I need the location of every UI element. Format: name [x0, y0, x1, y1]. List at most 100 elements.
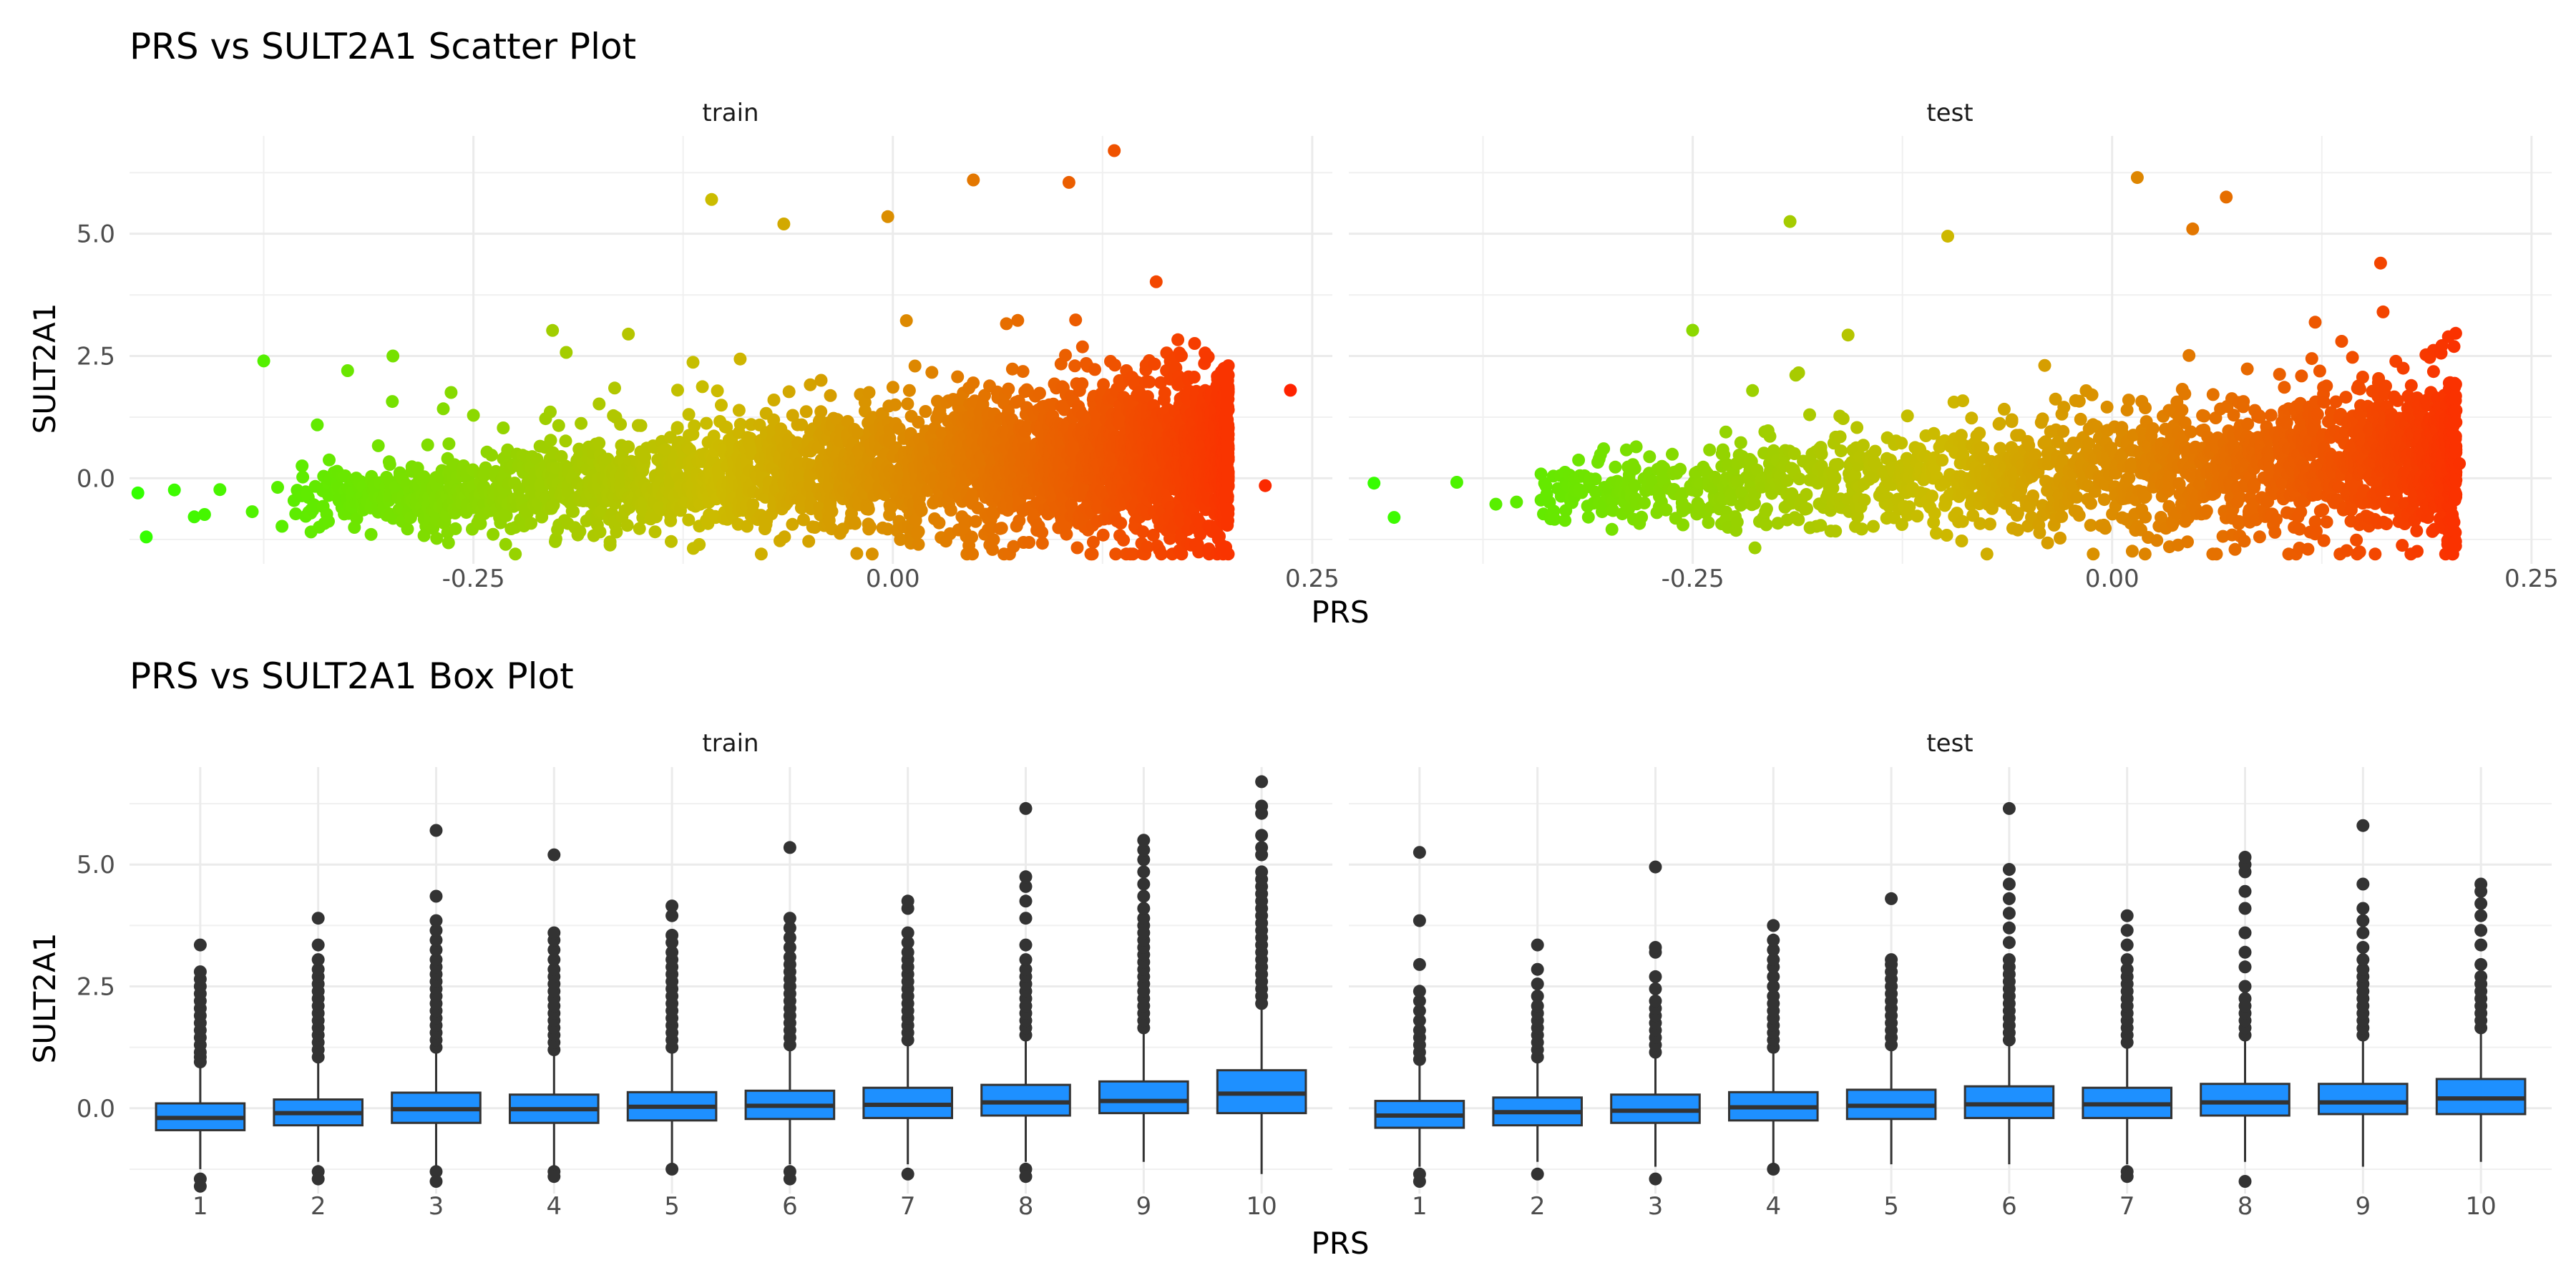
scatter-point	[525, 517, 538, 530]
scatter-point	[2175, 404, 2189, 417]
scatter-point	[1075, 340, 1089, 353]
scatter-point	[1069, 313, 1083, 327]
scatter-point	[1717, 448, 1731, 462]
scatter-point	[1117, 533, 1131, 547]
scatter-point	[1013, 514, 1026, 527]
scatter-point	[1146, 528, 1160, 542]
scatter-point	[1143, 375, 1156, 389]
scatter-point	[732, 404, 746, 417]
scatter-point	[2268, 525, 2282, 539]
scatter-point	[2057, 424, 2070, 438]
scatter-point	[322, 514, 335, 528]
scatter-point	[2308, 316, 2322, 329]
scatter-point	[1936, 454, 1949, 467]
scatter-point	[546, 323, 560, 337]
scatter-point	[693, 538, 706, 551]
scatter-point	[1703, 443, 1717, 457]
scatter-point	[1643, 450, 1657, 464]
scatter-point	[2150, 534, 2164, 547]
scatter-point	[213, 483, 227, 497]
scatter-point	[1188, 337, 1201, 350]
scatter-point	[1108, 144, 1121, 157]
scatter-point	[1800, 502, 1813, 515]
scatter-point	[705, 192, 718, 206]
scatter-point	[1767, 444, 1780, 457]
scatter-point	[341, 364, 354, 377]
scatter-point	[878, 488, 892, 502]
scatter-point	[1686, 323, 1699, 337]
scatter-point	[1973, 426, 1986, 440]
scatter-point	[967, 376, 980, 390]
scatter-point	[140, 530, 153, 544]
scatter-point	[547, 498, 560, 512]
scatter-point	[1803, 408, 1816, 421]
scatter-point	[1993, 416, 2006, 430]
scatter-point	[1136, 525, 1150, 539]
scatter-point	[825, 504, 839, 518]
scatter-point	[1792, 513, 1805, 527]
scatter-point	[1221, 369, 1235, 382]
scatter-point	[197, 508, 211, 521]
scatter-point	[932, 516, 946, 530]
scatter-point	[436, 402, 450, 416]
scatter-point	[296, 470, 310, 484]
scatter-point	[912, 416, 925, 429]
scatter-point	[509, 547, 522, 561]
scatter-point	[1926, 489, 1938, 503]
scatter-point	[271, 481, 284, 494]
scatter-point	[671, 384, 684, 397]
scatter-point	[696, 380, 709, 394]
scatter-point	[386, 395, 399, 409]
scatter-point	[1005, 362, 1019, 376]
scatter-point	[1221, 442, 1235, 456]
scatter-point	[2295, 369, 2308, 383]
scatter-point	[978, 389, 991, 402]
scatter-point	[814, 374, 828, 387]
scatter-point	[1763, 429, 1777, 443]
scatter-point	[1221, 470, 1235, 483]
scatter-point	[430, 532, 444, 545]
scatter-point	[592, 397, 606, 411]
scatter-point	[275, 519, 289, 533]
scatter-point	[741, 519, 753, 533]
scatter-point	[1956, 394, 1969, 408]
scatter-point	[670, 421, 684, 434]
scatter-point	[1114, 517, 1128, 530]
scatter-point	[1011, 313, 1025, 327]
scatter-point	[1175, 547, 1189, 561]
scatter-point	[1548, 512, 1561, 526]
scatter-point	[1035, 537, 1049, 550]
scatter-point	[700, 416, 713, 430]
scatter-point	[1450, 476, 1463, 489]
scatter-point	[2240, 362, 2254, 376]
scatter-point	[2084, 497, 2097, 510]
scatter-point	[2139, 510, 2152, 524]
scatter-point	[777, 218, 791, 230]
scatter-point	[2316, 503, 2330, 517]
scatter-point	[1724, 487, 1738, 500]
scatter-point	[2301, 542, 2315, 556]
scatter-point	[1126, 547, 1140, 561]
scatter-point	[1489, 497, 1503, 511]
scatter-point	[648, 525, 662, 539]
scatter-point	[797, 513, 810, 527]
scatter-point	[2197, 409, 2211, 423]
scatter-point	[2184, 425, 2197, 439]
scatter-point	[485, 449, 498, 462]
scatter-point	[935, 426, 949, 440]
scatter-point	[1086, 535, 1100, 549]
scatter-point	[2072, 509, 2086, 522]
scatter-point	[901, 397, 914, 411]
scatter-point	[1927, 426, 1941, 440]
scatter-point	[1002, 382, 1015, 396]
scatter-x-tick-label: 0.00	[2085, 565, 2140, 593]
scatter-point	[881, 522, 894, 536]
scatter-point	[782, 385, 796, 399]
scatter-point	[2186, 222, 2200, 235]
scatter-point	[1033, 386, 1046, 400]
scatter-point	[1679, 502, 1693, 515]
scatter-point	[1868, 444, 1882, 458]
scatter-point	[1221, 403, 1235, 416]
scatter-point	[1284, 384, 1297, 397]
scatter-x-tick-label: 0.00	[866, 565, 920, 593]
